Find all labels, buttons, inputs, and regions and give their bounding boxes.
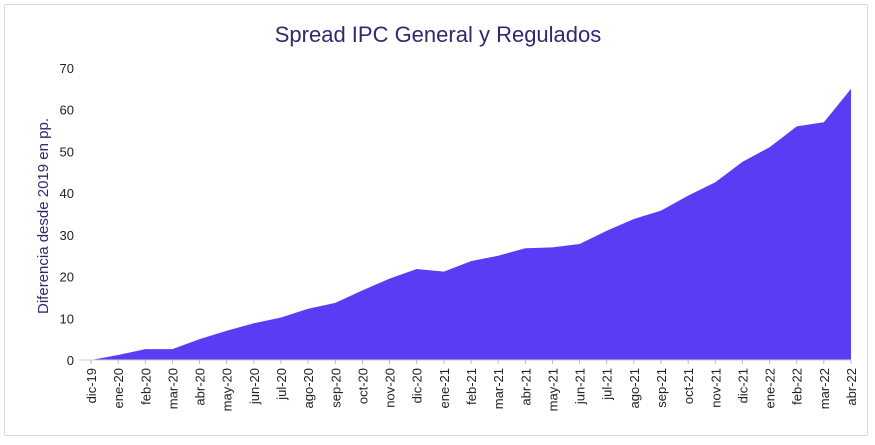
plot-area: 0 10 20 30 40 50 60 70 dic-19 ene-20 feb-20 mar-20 a… <box>60 61 859 411</box>
x-tick-label: mar-21 <box>491 368 506 409</box>
y-tick-label: 0 <box>67 353 74 368</box>
x-tick-label: nov-21 <box>708 368 723 408</box>
x-tick-label: abr-22 <box>844 368 859 406</box>
x-tick-label: may-20 <box>220 368 235 411</box>
x-tick-label: oct-20 <box>355 368 370 404</box>
x-tick-label: sep-21 <box>654 368 669 408</box>
x-tick-label: abr-20 <box>193 368 208 406</box>
x-tick-label: ene-22 <box>763 368 778 408</box>
area-series <box>91 88 851 361</box>
x-tick-label: jul-20 <box>274 368 289 401</box>
x-tick-label: dic-20 <box>410 368 425 403</box>
x-tick-label: feb-20 <box>138 368 153 405</box>
y-axis-label: Diferencia desde 2019 en pp. <box>35 118 52 314</box>
x-tick-label: ago-21 <box>627 368 642 408</box>
x-tick-label: ago-20 <box>301 368 316 408</box>
y-tick-label: 50 <box>60 144 74 159</box>
y-tick-label: 60 <box>60 103 74 118</box>
y-tick-label: 30 <box>60 228 74 243</box>
x-tick-label: may-21 <box>545 368 560 411</box>
x-tick-label: jul-21 <box>600 368 615 401</box>
x-tick-label: dic-21 <box>735 368 750 403</box>
x-tick-label: mar-22 <box>817 368 832 409</box>
x-tick-label: ene-21 <box>437 368 452 408</box>
x-tick-label: sep-20 <box>328 368 343 408</box>
y-tick-label: 70 <box>60 61 74 76</box>
x-tick-label: feb-21 <box>464 368 479 405</box>
x-tick-label: mar-20 <box>165 368 180 409</box>
x-tick-label: oct-21 <box>681 368 696 404</box>
x-tick-label: ene-20 <box>111 368 126 408</box>
x-tick-label: nov-20 <box>383 368 398 408</box>
x-tick-label: jun-21 <box>573 368 588 405</box>
x-tick-label: dic-19 <box>84 368 99 403</box>
x-tick-label: feb-22 <box>790 368 805 405</box>
y-tick-label: 40 <box>60 186 74 201</box>
x-tick-label: jun-20 <box>247 368 262 405</box>
y-tick-label: 10 <box>60 311 74 326</box>
chart-title: Spread IPC General y Regulados <box>275 22 602 47</box>
y-tick-label: 20 <box>60 270 74 285</box>
x-tick-label: abr-21 <box>518 368 533 406</box>
